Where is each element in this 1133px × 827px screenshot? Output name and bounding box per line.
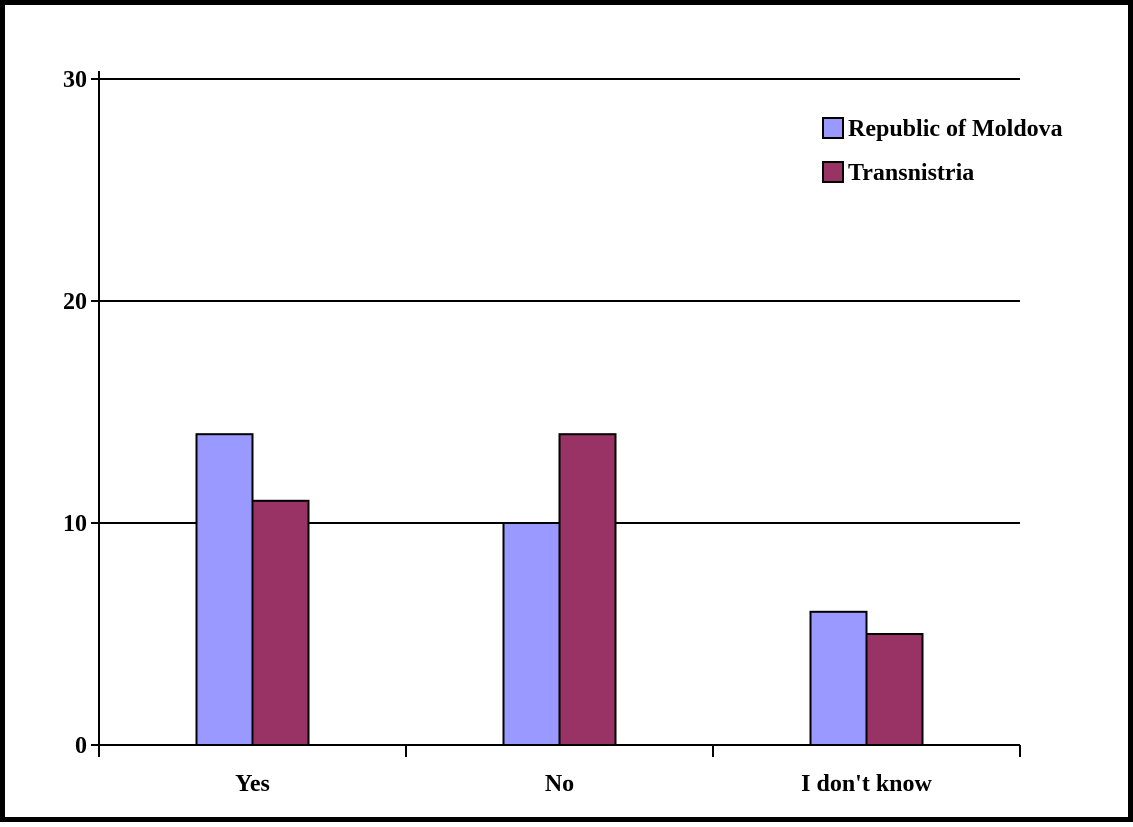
y-tick-label: 10 xyxy=(63,511,87,537)
bar-transnistria-no xyxy=(558,433,617,746)
legend-swatch xyxy=(822,161,844,183)
y-tick-label: 20 xyxy=(63,289,87,315)
legend-swatch xyxy=(822,117,844,139)
x-tick-label: Yes xyxy=(235,771,270,797)
x-tick-label: I don't know xyxy=(801,771,932,797)
bar-transnistria-i-don-t-know xyxy=(865,633,924,746)
bar-republic-of-moldova-yes xyxy=(195,433,254,746)
y-tick-label: 30 xyxy=(63,67,87,93)
y-tick-label: 0 xyxy=(75,733,87,759)
legend-label: Transnistria xyxy=(848,160,974,186)
x-tick-label: No xyxy=(545,771,574,797)
legend: Republic of Moldova Transnistria xyxy=(822,116,1063,186)
axes xyxy=(91,71,1021,757)
bar-republic-of-moldova-no xyxy=(502,522,561,746)
legend-label: Republic of Moldova xyxy=(848,116,1063,142)
bar-republic-of-moldova-i-don-t-know xyxy=(809,610,868,746)
tick-labels: 0 10 20 30 Yes No I don't know xyxy=(63,67,933,797)
bars xyxy=(195,433,924,746)
bar-transnistria-yes xyxy=(251,499,310,746)
